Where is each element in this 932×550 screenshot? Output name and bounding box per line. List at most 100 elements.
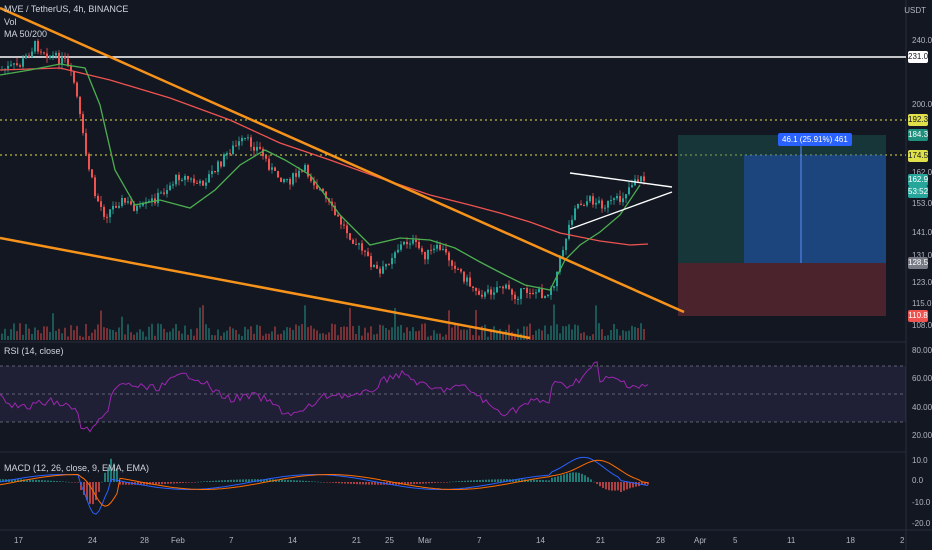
macd-hist-bar xyxy=(155,482,157,485)
time-tick: Feb xyxy=(171,536,185,545)
candlestick-series[interactable] xyxy=(1,38,645,305)
macd-hist-bar xyxy=(305,480,307,482)
pennant-bottom[interactable] xyxy=(569,191,673,230)
candle-body xyxy=(358,243,360,245)
candle-body xyxy=(97,196,99,202)
volume-bar xyxy=(127,324,129,340)
macd-hist-bar xyxy=(290,480,292,482)
candle-body xyxy=(595,202,597,205)
macd-hist-bar xyxy=(218,480,220,482)
candle-body xyxy=(130,201,132,205)
time-tick: Apr xyxy=(694,536,707,545)
candle-body xyxy=(73,71,75,83)
macd-hist-bar xyxy=(458,481,460,482)
macd-hist-bar xyxy=(605,482,607,490)
position-loss-zone[interactable] xyxy=(678,263,886,316)
volume-bar xyxy=(388,329,390,340)
candle-body xyxy=(388,264,390,266)
currency-label[interactable]: USDT xyxy=(904,6,926,15)
macd-hist-bar xyxy=(506,479,508,482)
volume-bar xyxy=(370,326,372,340)
candle-body xyxy=(364,250,366,252)
time-tick: Mar xyxy=(418,536,432,545)
candle-body xyxy=(160,192,162,194)
time-tick: 14 xyxy=(536,536,545,545)
candle-body xyxy=(397,249,399,253)
descending-trendline-lower[interactable] xyxy=(0,236,531,340)
position-label[interactable]: 46.1 (25.91%) 461 xyxy=(778,133,852,146)
candle-body xyxy=(247,137,249,139)
macd-hist-bar xyxy=(50,480,52,482)
volume-bar xyxy=(244,326,246,340)
macd-hist-bar xyxy=(143,482,145,485)
price-tag-stop: 110.8 xyxy=(908,310,928,322)
candle-body xyxy=(253,146,255,151)
macd-hist-bar xyxy=(137,482,139,485)
macd-hist-bar xyxy=(182,482,184,483)
pennant-top[interactable] xyxy=(569,172,673,188)
volume-bar xyxy=(133,334,135,340)
volume-bar xyxy=(190,329,192,340)
ma-indicator-label[interactable]: MA 50/200 xyxy=(4,29,48,39)
macd-hist-bar xyxy=(293,480,295,482)
candle-body xyxy=(7,65,9,69)
volume-bar xyxy=(22,334,24,340)
macd-hist-bar xyxy=(464,480,466,482)
candle-body xyxy=(529,292,531,294)
volume-bar xyxy=(466,329,468,340)
volume-bar xyxy=(601,329,603,340)
symbol-title[interactable]: MVE / TetherUS, 4h, BINANCE xyxy=(4,4,129,14)
macd-hist-bar xyxy=(437,482,439,483)
candle-body xyxy=(559,256,561,272)
volume-bar xyxy=(457,324,459,340)
macd-hist-bar xyxy=(242,479,244,482)
macd-hist-bar xyxy=(533,479,535,482)
volume-bar xyxy=(547,334,549,340)
volume-bar xyxy=(187,334,189,340)
macd-hist-bar xyxy=(353,482,355,485)
macd-hist-bar xyxy=(203,481,205,482)
macd-hist-bar xyxy=(452,481,454,483)
candle-body xyxy=(94,177,96,197)
price-tick: 162.0 xyxy=(912,168,932,177)
candle-body xyxy=(226,153,228,155)
candle-body xyxy=(421,248,423,252)
candle-body xyxy=(301,170,303,172)
macd-hist-bar xyxy=(161,482,163,485)
candle-body xyxy=(379,268,381,274)
candle-body xyxy=(151,198,153,202)
macd-tick: 10.0 xyxy=(912,456,928,465)
candle-body xyxy=(523,288,525,290)
position-measure-box xyxy=(744,155,886,263)
volume-bar xyxy=(10,329,12,340)
ma200-line xyxy=(0,67,649,246)
descending-trendline-upper[interactable] xyxy=(0,6,685,314)
candle-body xyxy=(235,145,237,147)
candle-body xyxy=(424,251,426,260)
macd-hist-bar xyxy=(644,482,646,485)
macd-indicator-label[interactable]: MACD (12, 26, close, 9, EMA, EMA) xyxy=(4,463,150,473)
macd-hist-bar xyxy=(167,482,169,484)
macd-hist-bar xyxy=(200,481,202,483)
volume-indicator-label[interactable]: Vol xyxy=(4,17,17,27)
volume-bar xyxy=(19,323,21,340)
macd-hist-bar xyxy=(245,479,247,482)
candle-body xyxy=(505,284,507,289)
volume-bar xyxy=(46,326,48,340)
rsi-indicator-label[interactable]: RSI (14, close) xyxy=(4,346,64,356)
candle-body xyxy=(403,241,405,245)
position-profit-zone[interactable] xyxy=(678,135,886,263)
macd-hist-bar xyxy=(335,482,337,483)
volume-bar xyxy=(295,324,297,340)
candle-body xyxy=(139,205,141,207)
macd-hist-bar xyxy=(449,481,451,483)
candle-body xyxy=(277,170,279,178)
volume-bar xyxy=(151,323,153,340)
candle-body xyxy=(334,205,336,216)
macd-hist-bar xyxy=(434,482,436,483)
volume-bar xyxy=(1,333,3,340)
candle-body xyxy=(613,198,615,201)
volume-bar xyxy=(307,327,309,340)
volume-bar xyxy=(553,304,555,340)
